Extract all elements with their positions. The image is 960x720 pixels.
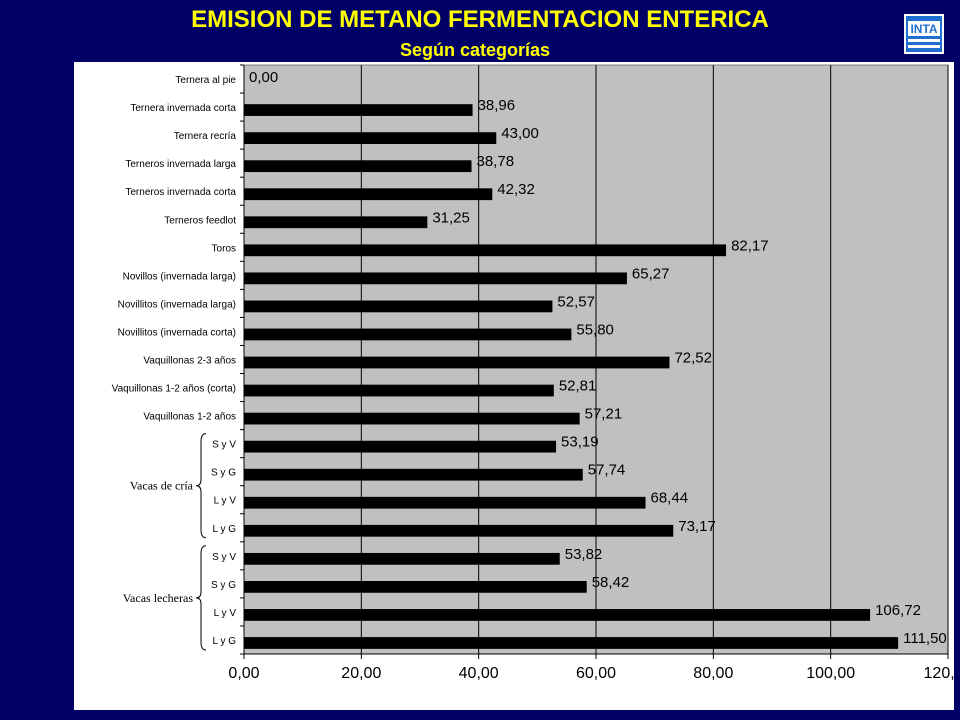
value-label: 58,42 — [592, 574, 630, 591]
category-label: L y V — [214, 608, 237, 619]
category-label: Terneros invernada corta — [125, 187, 236, 198]
chart-panel: 0,00 20,00 40,00 60,00 80,00 100,00 120,00 0,00… — [74, 62, 954, 710]
x-tick-label: 60,00 — [576, 665, 616, 682]
x-tick-label: 80,00 — [693, 665, 733, 682]
bar — [244, 580, 587, 593]
group-brace — [195, 545, 207, 651]
category-label: L y G — [212, 636, 236, 647]
bar — [244, 637, 899, 649]
category-label: S y G — [211, 468, 236, 479]
category-label: Vaquillonas 2-3 años — [143, 356, 236, 367]
value-label: 111,50 — [903, 630, 947, 647]
bar — [244, 300, 553, 313]
value-label: 42,32 — [497, 181, 535, 198]
bar — [244, 468, 583, 481]
category-label: S y G — [211, 580, 236, 591]
value-label: 52,57 — [557, 293, 595, 310]
category-label: Toros — [212, 243, 236, 254]
category-label: Vaquillonas 1-2 años — [143, 412, 236, 423]
value-label: 53,82 — [565, 546, 603, 563]
group-label: Vacas lecheras — [123, 591, 194, 605]
value-label: 31,25 — [432, 209, 470, 226]
category-label: S y V — [212, 552, 236, 563]
value-label: 68,44 — [651, 490, 689, 507]
bar — [244, 609, 871, 621]
value-label: 38,78 — [477, 153, 515, 170]
chart-title: EMISION DE METANO FERMENTACION ENTERICA — [191, 6, 769, 33]
bar — [244, 104, 473, 116]
x-tick-label: 40,00 — [459, 665, 499, 682]
x-tick-label: 120,00 — [924, 665, 954, 682]
bar — [244, 188, 493, 201]
category-label: L y V — [214, 496, 237, 507]
value-label: 38,96 — [478, 97, 516, 114]
logo-text: INTA — [910, 22, 937, 36]
group-label: Vacas de cría — [130, 479, 194, 493]
value-label: 72,52 — [674, 350, 712, 367]
bar — [244, 384, 554, 397]
value-label: 106,72 — [875, 602, 921, 619]
value-label: 73,17 — [678, 518, 716, 535]
bar — [244, 412, 580, 425]
bar — [244, 440, 557, 453]
bar — [244, 272, 627, 285]
x-tick-label: 0,00 — [228, 665, 259, 682]
category-label: Ternera al pie — [175, 75, 236, 86]
category-label: Novillos (invernada larga) — [123, 271, 236, 282]
chart-subtitle: Según categorías — [399, 40, 551, 60]
group-brace — [195, 433, 207, 539]
value-label: 52,81 — [559, 378, 597, 395]
bar — [244, 524, 674, 537]
category-label: Novillitos (invernada larga) — [118, 299, 236, 310]
bar — [244, 552, 560, 565]
category-label: Terneros invernada larga — [125, 159, 236, 170]
inta-logo: INTA — [904, 14, 944, 54]
category-label: S y V — [212, 440, 236, 451]
value-label: 0,00 — [249, 69, 278, 86]
bar — [244, 328, 572, 341]
value-label: 55,80 — [576, 321, 614, 338]
category-label: Vaquillonas 1-2 años (corta) — [112, 384, 236, 395]
bar — [244, 132, 497, 145]
bar — [244, 496, 646, 509]
category-label: Ternera recría — [174, 131, 237, 142]
bar-chart: 0,00 20,00 40,00 60,00 80,00 100,00 120,00 0,00… — [112, 64, 954, 682]
bar — [244, 160, 472, 173]
bar — [244, 244, 727, 257]
value-label: 65,27 — [632, 265, 670, 282]
bar — [244, 216, 428, 229]
value-label: 82,17 — [731, 237, 769, 254]
category-label: Novillitos (invernada corta) — [118, 327, 236, 338]
value-label: 57,74 — [588, 462, 626, 479]
x-tick-label: 100,00 — [806, 665, 855, 682]
category-label: L y G — [212, 524, 236, 535]
category-label: Terneros feedlot — [164, 215, 236, 226]
x-tick-label: 20,00 — [341, 665, 381, 682]
value-label: 53,19 — [561, 434, 599, 451]
value-label: 57,21 — [585, 406, 623, 423]
value-label: 43,00 — [501, 125, 539, 142]
bar — [244, 356, 670, 369]
category-label: Ternera invernada corta — [130, 103, 236, 114]
